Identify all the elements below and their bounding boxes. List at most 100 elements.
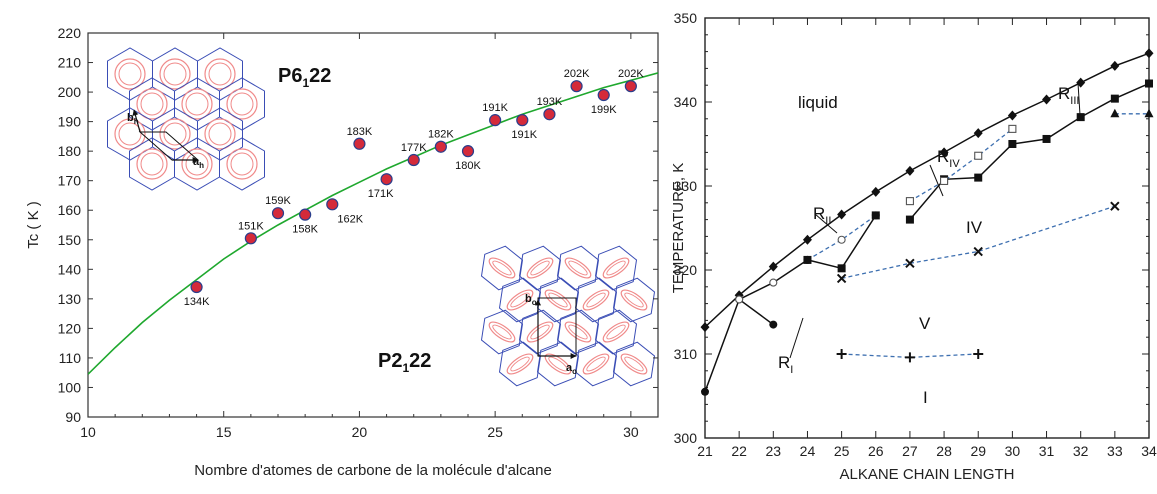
molecule-ellipse-inner (606, 324, 626, 340)
x-tick-label: 25 (834, 443, 850, 459)
marker-filled-square (837, 264, 846, 273)
molecule-ellipse-inner (548, 292, 568, 308)
y-tick-label: 120 (58, 320, 82, 336)
marker-filled-square (1145, 79, 1153, 88)
marker-filled-square (1008, 140, 1017, 148)
region-label-v: V (919, 314, 931, 333)
marker-cross (973, 246, 983, 257)
left-ticks: 90 100 110 120 130 140 150 160 170 180 190 200 210 22… (58, 25, 659, 440)
marker-filled-square (1076, 113, 1085, 122)
region-label-iv: IV (966, 218, 983, 237)
marker-open-circle (837, 235, 846, 244)
data-point (597, 88, 610, 102)
marker-diamond (802, 234, 812, 245)
y-tick-label: 90 (65, 409, 81, 425)
data-label: 180K (455, 160, 481, 172)
x-tick-label: 27 (902, 443, 918, 459)
molecule-ellipse-inner (510, 292, 530, 308)
data-point (299, 208, 312, 221)
region-leader-lines (789, 82, 1081, 359)
molecule-ring-inner (118, 122, 142, 146)
molecule-ring (181, 148, 213, 180)
region-label-rii: RII (813, 204, 831, 227)
marker-triangle (1144, 108, 1154, 118)
molecule-ellipse (582, 289, 610, 311)
y-tick-label: 190 (58, 114, 82, 130)
data-point (326, 198, 339, 211)
data-point (271, 207, 285, 220)
data-label: 171K (368, 188, 394, 200)
molecule-ring (159, 58, 191, 90)
marker-plus (836, 349, 847, 359)
right-y-axis-label: TEMPERATURE, K (670, 163, 687, 294)
x-tick-label: 30 (623, 424, 639, 440)
molecule-ellipse (564, 257, 592, 279)
data-label: 177K (401, 142, 427, 154)
distorted-hexagon-cell (612, 277, 656, 323)
molecule-ellipse-inner (624, 356, 644, 372)
x-tick-label: 10 (80, 424, 96, 440)
distorted-hexagon-cell (574, 277, 618, 323)
molecule-ellipse (488, 321, 516, 343)
molecule-ring-inner (118, 62, 142, 86)
x-tick-label: 32 (1073, 443, 1089, 459)
molecule-ring-inner (185, 152, 209, 176)
x-tick-label: 31 (1039, 443, 1055, 459)
y-tick-label: 200 (58, 84, 82, 100)
x-tick-label: 33 (1107, 443, 1123, 459)
distorted-hexagon-cell (612, 341, 656, 387)
molecule-ellipse (544, 353, 572, 375)
lattice-label-b: bh (127, 112, 139, 126)
left-x-axis-label: Nombre d'atomes de carbone de la molécul… (194, 462, 552, 479)
distorted-hexagon-cell (574, 341, 618, 387)
data-point (353, 137, 366, 150)
data-label: 202K (564, 68, 590, 80)
left-chart: bh ah bo ao 90 100 110 120 130 140 150 160 170 180 1… (25, 25, 659, 479)
molecule-ring (204, 58, 236, 90)
marker-open-square (974, 151, 983, 160)
hexagon-cell (219, 137, 265, 191)
molecule-ellipse (602, 257, 630, 279)
y-tick-label: 350 (674, 10, 698, 26)
molecule-ellipse-inner (624, 292, 644, 308)
molecule-ring (136, 88, 168, 120)
molecule-ring (181, 88, 213, 120)
distorted-hexagon-cell (594, 309, 638, 355)
y-tick-label: 140 (58, 261, 82, 277)
distorted-hexagon-cell (536, 341, 580, 387)
x-tick-label: 34 (1141, 443, 1157, 459)
molecule-ellipse (620, 353, 648, 375)
data-label: 151K (238, 220, 264, 232)
x-tick-label: 15 (216, 424, 232, 440)
data-point (380, 173, 393, 186)
right-series-markers (700, 48, 1154, 396)
molecule-ellipse (526, 321, 554, 343)
marker-triangle (1110, 108, 1120, 118)
molecule-ellipse (602, 321, 630, 343)
leader-line (789, 317, 804, 359)
data-label: 191K (482, 102, 508, 114)
distorted-hexagon-cell (518, 245, 562, 291)
leader-line (929, 164, 944, 197)
x-tick-label: 29 (970, 443, 986, 459)
data-point (244, 232, 257, 245)
marker-diamond (837, 209, 847, 220)
marker-diamond (939, 147, 949, 158)
marker-open-circle (769, 278, 778, 287)
leader-line (814, 213, 838, 234)
lattice-label-a: ah (193, 156, 204, 170)
marker-cross (905, 258, 915, 268)
x-tick-label: 21 (697, 443, 713, 459)
region-label-riii: RIII (1058, 84, 1079, 107)
data-point (190, 280, 203, 294)
y-tick-label: 320 (674, 262, 698, 278)
marker-filled-square (871, 211, 880, 220)
molecule-ellipse-inner (606, 260, 626, 276)
marker-filled-square (803, 255, 812, 264)
molecule-ring-inner (163, 122, 187, 146)
data-label: 191K (511, 129, 537, 141)
marker-open-circle (735, 295, 744, 304)
molecule-ellipse-inner (492, 324, 512, 340)
